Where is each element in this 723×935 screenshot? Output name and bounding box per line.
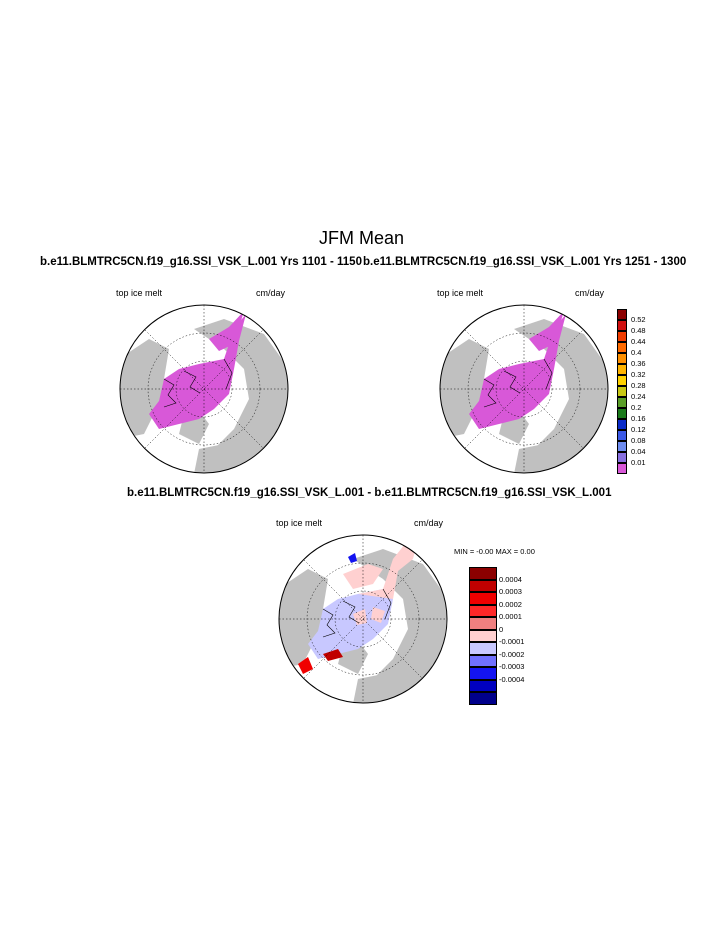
colorbar-top-label: 0.01 (631, 458, 646, 467)
panel-3-title: b.e11.BLMTRC5CN.f19_g16.SSI_VSK_L.001 - … (127, 487, 612, 499)
colorbar-top-label: 0.4 (631, 348, 642, 357)
colorbar-top-label: 0.52 (631, 315, 646, 324)
colorbar-top: 0.52 0.48 0.44 0.4 0.36 0.32 0.28 0.24 0.2 0.16 0.… (617, 309, 677, 474)
colorbar-top-swatch (617, 353, 627, 364)
colorbar-diff-label: -0.0002 (499, 649, 525, 659)
colorbar-top-swatch (617, 430, 627, 441)
colorbar-top-swatch (617, 364, 627, 375)
colorbar-diff-label: -0.0001 (499, 637, 525, 646)
panel-1-variable-label: top ice melt (116, 288, 163, 298)
panel-3-variable-label: top ice melt (276, 518, 323, 528)
colorbar-top-swatch (617, 408, 627, 419)
colorbar-top-label: 0.28 (631, 381, 646, 390)
colorbar-diff-swatch (469, 567, 497, 580)
colorbar-diff-swatch (469, 679, 497, 692)
panel-1-units-label: cm/day (256, 288, 286, 298)
colorbar-diff-swatch (469, 667, 497, 680)
colorbar-top-label: 0.2 (631, 403, 642, 412)
colorbar-top-swatch (617, 419, 627, 430)
colorbar-diff-swatch (469, 604, 497, 617)
colorbar-top-label: 0.36 (631, 359, 646, 368)
colorbar-top-label: 0.24 (631, 392, 646, 401)
panel-2-units-label: cm/day (575, 288, 605, 298)
colorbar-top-label: 0.04 (631, 447, 646, 456)
colorbar-diff-label: 0.0002 (499, 599, 522, 609)
colorbar-top-label: 0.44 (631, 337, 646, 346)
colorbar-diff-label: 0.0001 (499, 612, 522, 621)
panel-1-title: b.e11.BLMTRC5CN.f19_g16.SSI_VSK_L.001 Yr… (40, 256, 362, 268)
page-title: JFM Mean (318, 228, 405, 248)
colorbar-top-swatch (617, 342, 627, 353)
colorbar-diff-label: 0.0003 (499, 587, 522, 596)
colorbar-diff-swatch (469, 617, 497, 630)
panel-2-variable-label: top ice melt (437, 288, 484, 298)
colorbar-top-swatch (617, 375, 627, 386)
colorbar-diff-swatch (469, 654, 497, 667)
colorbar-top-swatch (617, 309, 627, 320)
panel-3-polar-map (278, 534, 448, 704)
colorbar-diff-swatch (469, 592, 497, 605)
colorbar-top-swatch (617, 397, 627, 408)
colorbar-top-swatch (617, 452, 627, 463)
colorbar-top-swatch (617, 331, 627, 342)
colorbar-top-swatch (617, 441, 627, 452)
colorbar-diff-swatch (469, 642, 497, 655)
colorbar-top-swatch (617, 463, 627, 474)
panel-3-minmax: MIN = -0.00 MAX = 0.00 (454, 547, 535, 556)
panel-1-polar-map (119, 304, 289, 474)
colorbar-top-swatch (617, 386, 627, 397)
colorbar-diff-label: -0.0003 (499, 662, 525, 671)
panel-2-polar-map (439, 304, 609, 474)
colorbar-top-swatch (617, 320, 627, 331)
colorbar-diff-swatch (469, 629, 497, 642)
colorbar-diff: 0.0004 0.0003 0.0002 0.0001 0 -0.0001 -0.0002 -… (469, 567, 539, 705)
panel-3-units-label: cm/day (414, 518, 444, 528)
colorbar-top-label: 0.16 (631, 414, 646, 423)
colorbar-diff-swatch (469, 579, 497, 592)
colorbar-top-label: 0.48 (631, 326, 646, 335)
colorbar-top-label: 0.12 (631, 425, 646, 434)
colorbar-diff-label: 0.0004 (499, 574, 522, 584)
colorbar-diff-label: 0 (499, 624, 504, 634)
colorbar-diff-swatch (469, 692, 497, 705)
colorbar-top-label: 0.08 (631, 436, 646, 445)
panel-2-title: b.e11.BLMTRC5CN.f19_g16.SSI_VSK_L.001 Yr… (363, 256, 687, 268)
colorbar-diff-label: -0.0004 (499, 674, 525, 684)
colorbar-top-label: 0.32 (631, 370, 646, 379)
